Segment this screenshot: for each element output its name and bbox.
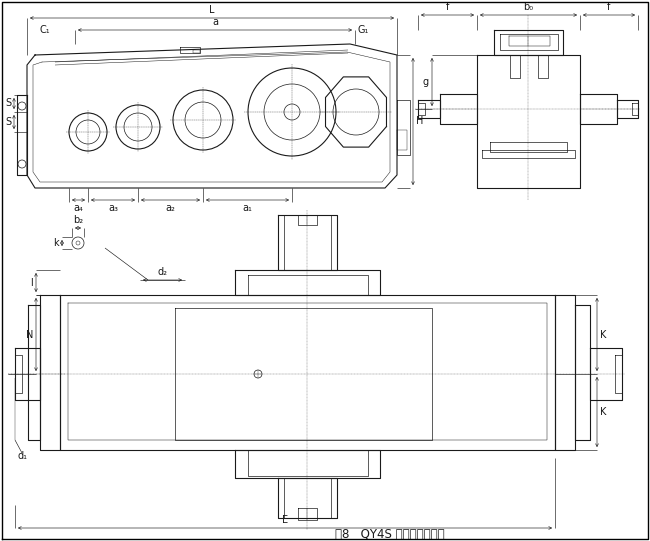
Text: a₁: a₁	[242, 203, 252, 213]
Text: f: f	[446, 2, 449, 12]
Text: 图8   QY4S 减速器外形尺寸: 图8 QY4S 减速器外形尺寸	[335, 529, 445, 541]
Text: K: K	[600, 407, 606, 417]
Text: f: f	[607, 2, 611, 12]
Text: a₃: a₃	[108, 203, 118, 213]
Text: E: E	[282, 515, 288, 525]
Text: a: a	[212, 17, 218, 27]
Text: H: H	[416, 116, 423, 127]
Text: K: K	[600, 329, 606, 340]
Text: b₀: b₀	[523, 2, 534, 12]
Text: b₂: b₂	[73, 215, 83, 225]
Text: S: S	[5, 117, 11, 127]
Text: a₂: a₂	[166, 203, 176, 213]
Polygon shape	[60, 295, 555, 450]
Text: C₁: C₁	[40, 25, 51, 35]
Text: S: S	[5, 98, 11, 109]
Text: N: N	[25, 329, 33, 340]
Text: G₁: G₁	[357, 25, 369, 35]
Text: L: L	[209, 5, 215, 15]
Polygon shape	[27, 44, 397, 188]
Text: d₁: d₁	[17, 451, 27, 461]
Text: g: g	[423, 77, 429, 87]
Text: l: l	[31, 278, 33, 287]
Text: a₄: a₄	[73, 203, 83, 213]
Text: k: k	[53, 238, 59, 248]
Text: d₂: d₂	[157, 267, 168, 277]
